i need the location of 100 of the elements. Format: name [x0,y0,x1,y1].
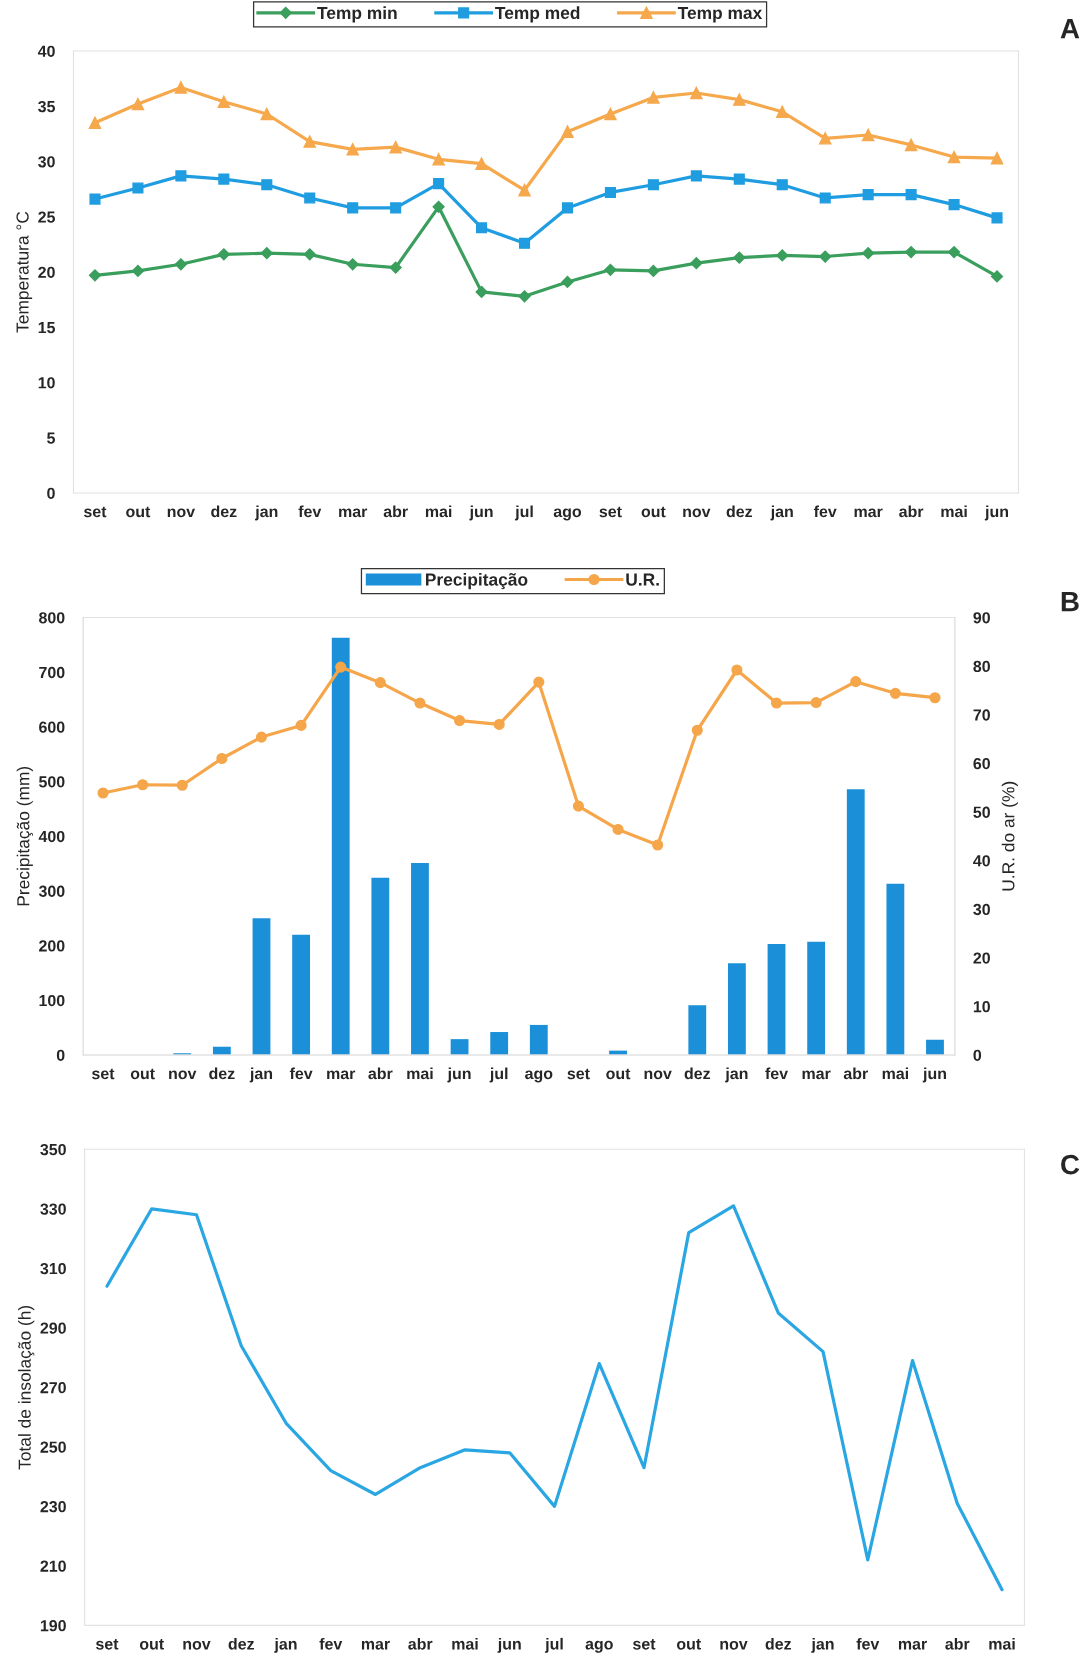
x-tick-label: out [641,506,666,518]
x-tick-label: fev [289,1067,313,1080]
y2-tick-label: 10 [973,1001,990,1013]
y-tick-label: 190 [40,1620,66,1632]
x-tick-label: jun [984,505,1009,521]
y-tick-label: 330 [40,1203,66,1215]
y-tick-label: 290 [40,1322,66,1334]
x-tick-label: dez [211,505,237,518]
x-tick-label: out [606,1068,631,1080]
legend-label: Temp max [677,6,763,23]
x-tick-label: jan [274,1637,297,1653]
x-tick-label: set [633,1639,656,1650]
x-tick-label: nov [167,508,196,518]
x-tick-label: mai [407,1067,433,1080]
x-tick-label: fev [319,1637,343,1650]
x-tick-label: ago [585,1640,613,1653]
y2-tick-label: 50 [973,806,990,818]
text: B [1061,592,1079,612]
y-tick-label: 250 [40,1441,66,1453]
x-tick-label: jun [922,1067,946,1083]
x-tick-label: abr [899,505,924,518]
y-tick-label: 0 [47,487,55,499]
x-tick-label: jan [255,505,278,521]
y-tick-label: 40 [37,45,55,57]
x-tick-label: out [126,506,151,518]
x-tick-label: set [84,506,107,518]
y-tick-label: 230 [40,1501,66,1513]
y-axis-title: Total de insolação (h) [18,1305,35,1470]
y-tick-label: 300 [38,885,65,897]
x-tick-label: jun [469,505,493,521]
x-tick-label: jul [514,505,533,521]
y-axis-title: Precipitação (mm) [16,766,33,906]
y2-tick-label: 90 [973,612,990,624]
x-tick-label: mar [802,1070,831,1080]
x-tick-label: abr [383,505,408,518]
x-tick-label: fev [765,1067,788,1080]
x-tick-label: set [567,1068,590,1080]
x-tick-label: dez [726,505,753,518]
y-tick-label: 800 [39,612,65,624]
x-tick-label: mai [882,1067,908,1080]
y-tick-label: 100 [39,994,65,1007]
x-tick-label: mai [941,505,967,518]
x-tick-label: jan [770,505,793,521]
x-tick-label: jun [497,1637,521,1653]
x-tick-label: mar [339,508,368,518]
text: C [1061,1154,1080,1175]
x-tick-label: mai [425,505,452,518]
x-tick-label: nov [183,1640,211,1650]
y2-tick-label: 20 [973,952,990,964]
y-axis-title: Temperatura °C [16,211,33,333]
x-tick-label: dez [209,1067,235,1080]
y-tick-label: 30 [38,156,55,168]
y2-tick-label: 30 [973,903,990,916]
x-tick-label: mai [452,1637,478,1650]
x-tick-label: ago [525,1070,553,1083]
x-tick-label: jun [447,1067,471,1083]
x-tick-label: fev [298,505,322,518]
x-tick-label: set [92,1068,115,1080]
y2-tick-label: 0 [973,1049,982,1061]
y2-tick-label: 80 [973,660,990,673]
y-tick-label: 5 [47,432,55,444]
y-tick-label: 400 [38,830,65,843]
x-tick-label: abr [843,1067,868,1080]
y2-tick-label: 40 [973,855,990,867]
x-tick-label: dez [765,1637,791,1650]
y-tick-label: 310 [40,1262,66,1275]
x-tick-label: jul [489,1067,508,1083]
legend-label: Temp med [495,6,580,23]
y2-axis-title: U.R. do ar (%) [1001,781,1018,891]
x-tick-label: ago [553,508,582,521]
x-tick-label: mar [327,1070,356,1080]
x-tick-label: dez [684,1067,711,1080]
x-tick-label: jan [811,1637,834,1653]
x-tick-label: jan [249,1067,273,1083]
y-tick-label: 25 [38,211,55,223]
x-tick-label: nov [683,508,711,518]
x-tick-label: nov [169,1070,197,1080]
y-tick-label: 350 [40,1143,66,1156]
y-tick-label: 210 [40,1560,66,1572]
y-tick-label: 700 [39,666,65,679]
y2-tick-label: 60 [973,757,990,770]
x-tick-label: set [599,506,622,518]
y-tick-label: 600 [39,721,65,733]
x-tick-label: out [139,1639,164,1650]
x-tick-label: nov [644,1070,672,1080]
x-tick-label: nov [720,1640,748,1650]
x-tick-label: out [676,1639,701,1650]
x-tick-label: fev [813,505,837,518]
y-tick-label: 20 [38,266,55,278]
x-tick-label: set [96,1639,119,1650]
x-tick-label: mai [989,1637,1015,1650]
y2-tick-label: 70 [973,709,990,721]
text: A [1060,19,1080,39]
x-tick-label: jul [544,1637,563,1653]
y-tick-label: 200 [39,940,65,952]
x-tick-label: abr [408,1637,433,1650]
y-tick-label: 500 [38,776,65,788]
y-tick-label: 0 [56,1049,65,1061]
x-tick-label: abr [945,1637,970,1650]
x-tick-label: abr [368,1067,393,1080]
